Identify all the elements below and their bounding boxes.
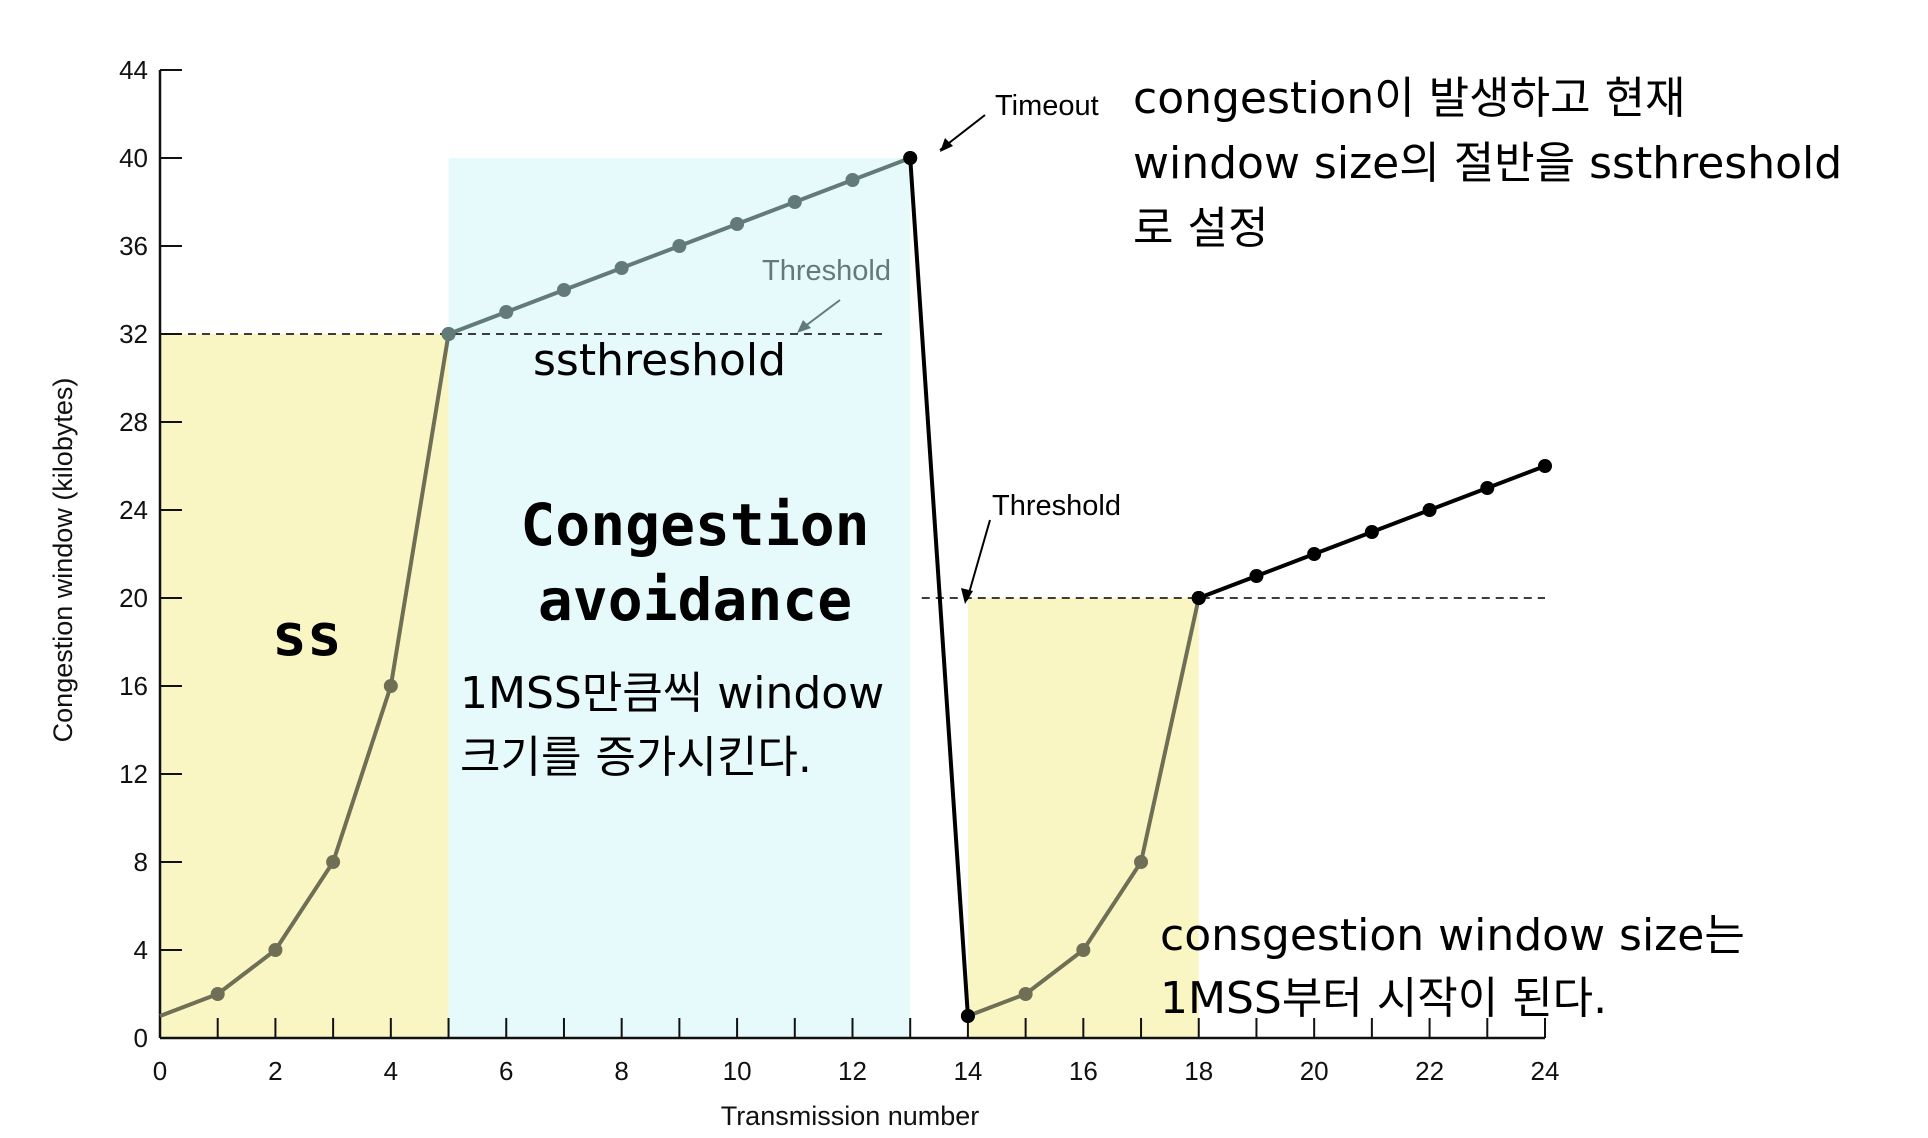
data-point [326,855,341,869]
y-tick-label: 32 [119,319,148,349]
y-tick-label: 0 [134,1023,148,1053]
x-tick-label: 6 [499,1056,513,1086]
data-point [1422,503,1437,517]
data-point [383,679,398,693]
ssthreshold-label: ssthreshold [533,335,786,386]
data-point [1307,547,1322,561]
data-point [1364,525,1379,539]
x-tick-label: 10 [723,1056,752,1086]
timeout-note-line3: 로 설정 [1133,203,1268,254]
data-point [1538,459,1552,473]
threshold-1-arrowhead [797,320,811,333]
timeout-note-line1: congestion이 발생하고 현재 [1133,73,1686,124]
threshold-2-arrow [966,519,991,601]
x-tick-label: 4 [384,1056,398,1086]
data-point [730,217,745,231]
data-point [556,283,571,297]
restart-point [960,1009,975,1023]
x-axis-title: Transmission number [721,1101,980,1131]
x-tick-label: 20 [1300,1056,1329,1086]
data-point [1249,569,1264,583]
data-point [672,239,687,253]
x-tick-label: 8 [614,1056,628,1086]
ss-label: ss [272,601,342,669]
y-tick-label: 4 [134,935,148,965]
data-series [159,151,1552,1023]
congestion-avoidance-label-line1: Congestion [520,491,869,559]
data-point [268,943,283,957]
shaded-region-1 [160,334,449,1038]
y-axis-title: Congestion window (kilobytes) [48,378,78,743]
data-point [787,195,802,209]
x-tick-label: 24 [1531,1056,1560,1086]
data-point [1134,855,1149,869]
threshold-2-arrowhead [961,588,973,604]
series-line-1 [159,333,451,1018]
avoidance-note-line2: 크기를 증가시킨다. [460,732,812,783]
y-tick-label: 40 [119,143,148,173]
y-tick-label: 16 [119,671,148,701]
restart-note-line2: 1MSS부터 시작이 된다. [1160,973,1607,1024]
data-point [1018,987,1033,1001]
y-tick-label: 20 [119,583,148,613]
shaded-region-3 [967,598,1199,1038]
data-point [441,327,456,341]
y-tick-label: 12 [119,759,148,789]
timeout-label: Timeout [995,90,1099,122]
y-tick-label: 24 [119,495,148,525]
timeout-point [903,151,918,165]
restart-note-line1: consgestion window size는 [1160,910,1745,961]
x-tick-label: 0 [153,1056,167,1086]
annotation-arrows [797,114,991,604]
threshold-cross-point [1191,591,1206,605]
y-tick-label: 8 [134,847,148,877]
x-tick-label: 16 [1069,1056,1098,1086]
data-point [845,173,860,187]
y-tick-label: 28 [119,407,148,437]
series-3 [908,157,970,1017]
y-tick-label: 36 [119,231,148,261]
x-tick-label: 18 [1184,1056,1213,1086]
congestion-avoidance-label-line2: avoidance [538,566,852,634]
x-tick-label: 14 [953,1056,982,1086]
threshold-label-2: Threshold [992,490,1121,522]
y-tick-label: 44 [119,55,148,85]
data-point [499,305,514,319]
threshold-label-1: Threshold [762,255,891,287]
data-point [210,987,225,1001]
threshold-lines [160,333,1545,599]
x-tick-label: 22 [1415,1056,1444,1086]
data-point [1480,481,1495,495]
data-point [614,261,629,275]
timeout-note-line2: window size의 절반을 ssthreshold [1133,138,1842,189]
timeout-arrowhead [940,138,953,152]
data-point [1076,943,1091,957]
x-tick-label: 12 [838,1056,867,1086]
series-5 [1191,459,1552,605]
avoidance-note-line1: 1MSS만큼씩 window [460,668,884,719]
series-line-3 [908,157,970,1017]
x-tick-label: 2 [268,1056,282,1086]
